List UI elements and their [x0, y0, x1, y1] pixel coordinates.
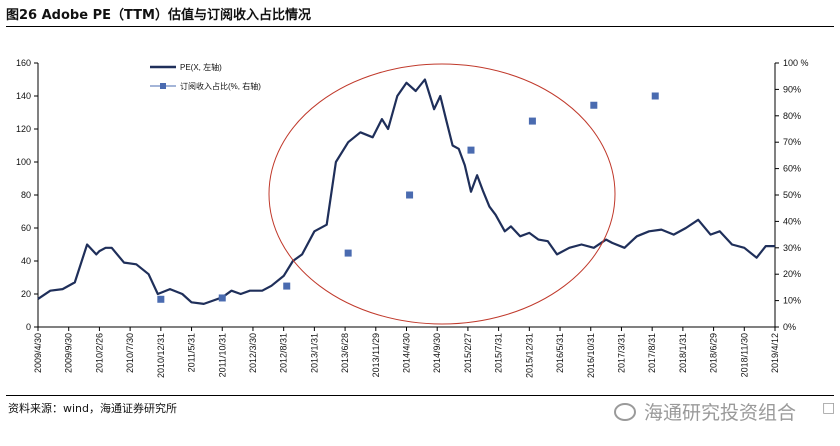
legend-pe-label: PE(X, 左轴) — [180, 62, 222, 72]
x-tick-label: 2010/7/30 — [125, 333, 135, 373]
ratio-marker — [157, 295, 165, 303]
x-tick-label: 2018/1/31 — [678, 333, 688, 373]
x-tick-label: 2018/6/29 — [709, 333, 719, 373]
legend-ratio-label: 订阅收入占比(%, 右轴) — [180, 81, 261, 91]
y-right-tick-label: 70% — [783, 137, 801, 147]
source-note: 资料来源：wind，海通证券研究所 — [8, 402, 178, 415]
ratio-marker — [218, 294, 226, 302]
y-right-tick-label: 90% — [783, 84, 801, 94]
y-right-tick-label: 60% — [783, 164, 801, 174]
y-right-tick-label: 80% — [783, 111, 801, 121]
chart-title: 图26 Adobe PE（TTM）估值与订阅收入占比情况 — [6, 8, 311, 23]
x-tick-label: 2019/4/12 — [770, 333, 780, 373]
x-tick-label: 2009/9/30 — [64, 333, 74, 373]
ratio-marker — [406, 191, 414, 199]
x-tick-label: 2010/2/26 — [94, 333, 104, 373]
x-tick-label: 2015/7/31 — [494, 333, 504, 373]
ratio-marker — [467, 146, 475, 154]
y-right-tick-label: 30% — [783, 243, 801, 253]
x-tick-label: 2018/11/30 — [739, 333, 749, 377]
x-tick-label: 2017/8/31 — [647, 333, 657, 373]
x-tick-label: 2009/4/30 — [33, 333, 43, 373]
title-rule — [6, 26, 834, 27]
x-tick-label: 2011/5/31 — [187, 333, 197, 372]
chart-axes: 0 20 40 60 80 100 120 140 160 0% 10% 20% 30% 40% 50% 60… — [16, 58, 809, 378]
y-right-tick-label: 0% — [783, 322, 796, 332]
x-tick-label: 2012/8/31 — [279, 333, 289, 373]
x-tick-label: 2016/5/31 — [555, 333, 565, 373]
x-tick-label: 2014/9/30 — [432, 333, 442, 373]
ratio-marker — [590, 101, 598, 109]
x-tick-label: 2010/12/31 — [156, 333, 166, 378]
x-tick-label: 2013/11/29 — [371, 333, 381, 377]
y-right-tick-label: 100 % — [783, 58, 809, 68]
y-left-tick-label: 20 — [21, 289, 31, 299]
ratio-marker — [283, 282, 291, 290]
x-tick-label: 2011/10/31 — [217, 333, 227, 377]
y-left-tick-label: 60 — [21, 223, 31, 233]
x-tick-label: 2013/1/31 — [309, 333, 319, 373]
x-tick-label: 2017/3/31 — [616, 333, 626, 373]
y-left-tick-label: 160 — [16, 58, 31, 68]
watermark-text: 海通研究投资组合 — [644, 402, 797, 424]
footer-rule — [6, 395, 834, 396]
legend-ratio-marker — [160, 83, 166, 89]
y-left-tick-label: 80 — [21, 190, 31, 200]
y-left-tick-label: 120 — [16, 124, 31, 134]
y-right-tick-label: 40% — [783, 216, 801, 226]
x-tick-label: 2013/6/28 — [340, 333, 350, 373]
y-left-tick-label: 40 — [21, 256, 31, 266]
x-tick-label: 2015/12/31 — [524, 333, 534, 378]
ratio-marker — [651, 92, 659, 100]
y-right-tick-label: 50% — [783, 190, 801, 200]
chart-plot — [37, 63, 775, 325]
y-left-tick-label: 0 — [26, 322, 31, 332]
ratio-marker — [344, 249, 352, 257]
x-tick-label: 2015/2/27 — [463, 333, 473, 373]
y-left-tick-label: 100 — [16, 157, 31, 167]
x-tick-label: 2014/4/30 — [402, 333, 412, 373]
x-tick-label: 2016/10/31 — [586, 333, 596, 378]
y-left-tick-label: 140 — [16, 91, 31, 101]
corner-mark-icon: □ — [822, 400, 836, 416]
wechat-icon — [614, 402, 636, 421]
watermark: 海通研究投资组合 — [614, 398, 796, 425]
y-right-tick-label: 20% — [783, 269, 801, 279]
pe-line — [37, 78, 775, 305]
x-tick-label: 2012/3/30 — [248, 333, 258, 373]
ratio-marker — [528, 117, 536, 125]
y-right-tick-label: 10% — [783, 296, 801, 306]
chart-legend: PE(X, 左轴) 订阅收入占比(%, 右轴) — [150, 62, 261, 91]
highlight-ellipse — [268, 63, 616, 325]
